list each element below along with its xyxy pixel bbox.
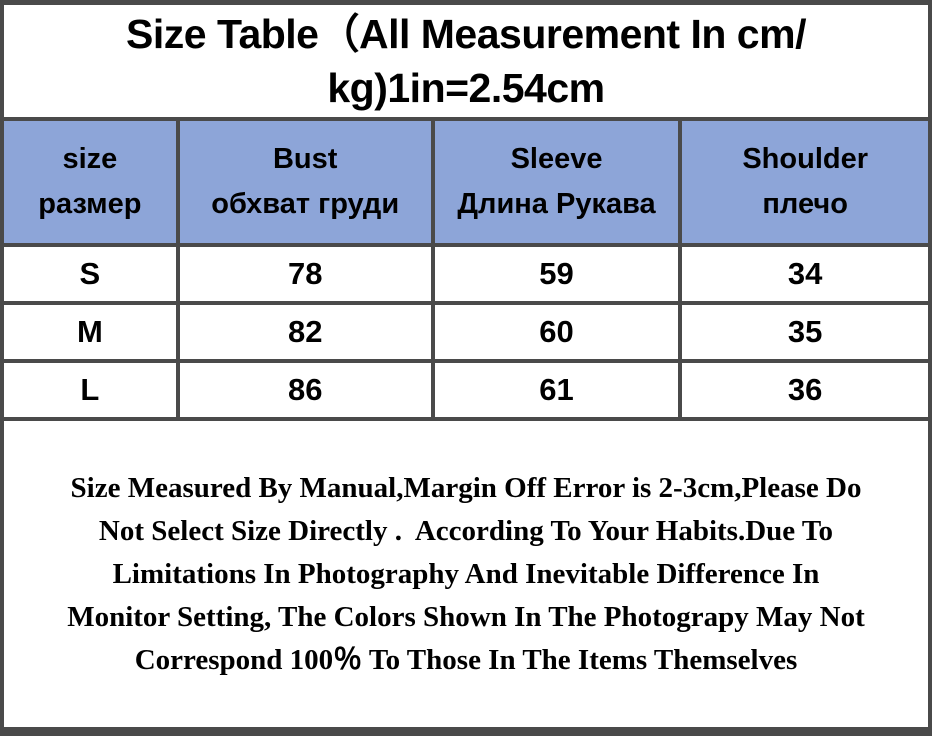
cell-size-m: M xyxy=(4,301,180,363)
table-row-s: S 78 59 34 xyxy=(4,243,928,305)
cell-bust-s: 78 xyxy=(175,243,435,305)
cell-sleeve-s: 59 xyxy=(430,243,683,305)
column-header-bust-en: Bust xyxy=(272,143,338,175)
table-row-l: L 86 61 36 xyxy=(4,359,928,421)
cell-size-s: S xyxy=(4,243,180,305)
cell-shoulder-s: 34 xyxy=(678,243,928,305)
cell-bust-l: 86 xyxy=(175,359,435,421)
cell-sleeve-m: 60 xyxy=(430,301,683,363)
column-header-bust: Bust обхват груди xyxy=(175,117,435,247)
column-header-size-ru: размер xyxy=(38,188,142,220)
column-header-shoulder: Shoulder плечо xyxy=(678,117,928,247)
column-header-sleeve-ru: Длина Рукава xyxy=(457,188,656,220)
column-header-size: size размер xyxy=(4,117,180,247)
table-header-row: size размер Bust обхват груди Sleeve Дли… xyxy=(4,117,928,247)
title-line-1: Size Table（All Measurement In cm/ xyxy=(126,11,806,57)
cell-size-l: L xyxy=(4,359,180,421)
title-line-2: kg)1in=2.54cm xyxy=(327,65,605,111)
column-header-bust-ru: обхват груди xyxy=(211,188,400,220)
column-header-shoulder-en: Shoulder xyxy=(742,143,868,175)
page-title: Size Table（All Measurement In cm/ kg)1in… xyxy=(4,5,928,117)
cell-bust-m: 82 xyxy=(175,301,435,363)
cell-shoulder-l: 36 xyxy=(678,359,928,421)
note-line-1: Size Measured By Manual,Margin Off Error… xyxy=(70,471,862,504)
column-header-size-en: size xyxy=(62,143,118,175)
note-line-3: Limitations In Photography And Inevitabl… xyxy=(112,557,820,590)
column-header-sleeve: Sleeve Длина Рукава xyxy=(430,117,683,247)
note-line-2: Not Select Size Directly . According To … xyxy=(98,514,834,547)
cell-sleeve-l: 61 xyxy=(430,359,683,421)
cell-shoulder-m: 35 xyxy=(678,301,928,363)
column-header-sleeve-en: Sleeve xyxy=(510,143,603,175)
column-header-shoulder-ru: плечо xyxy=(762,188,848,220)
table-row-m: M 82 60 35 xyxy=(4,301,928,363)
disclaimer-note: Size Measured By Manual,Margin Off Error… xyxy=(4,421,928,727)
size-table: size размер Bust обхват груди Sleeve Дли… xyxy=(4,117,928,421)
note-line-5: Correspond 100％ To Those In The Items Th… xyxy=(134,643,798,676)
note-line-4: Monitor Setting, The Colors Shown In The… xyxy=(67,600,865,633)
